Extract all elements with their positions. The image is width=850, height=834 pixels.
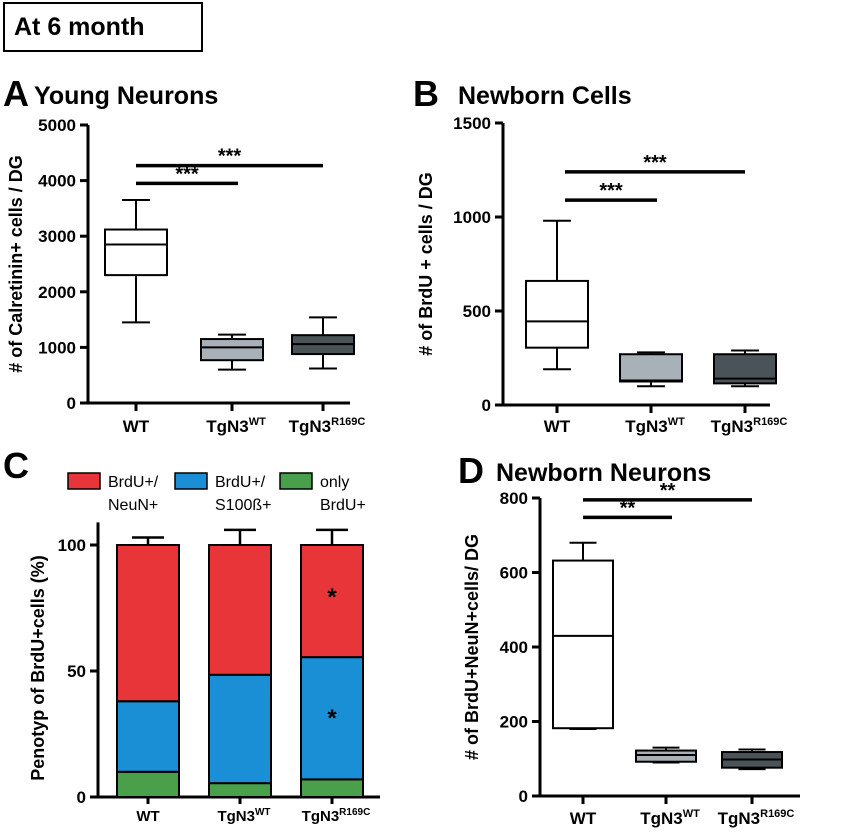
panel-a-letter: A <box>3 73 29 114</box>
box-iqr <box>552 559 614 730</box>
bar-segment-neun <box>116 544 180 703</box>
bar-segment-s100b <box>208 673 272 785</box>
y-tick-label: 3000 <box>38 227 76 246</box>
x-tick-label: TgN3WT <box>625 416 685 436</box>
y-tick-label: 4000 <box>38 172 76 191</box>
box-iqr <box>525 279 589 349</box>
box-iqr <box>619 353 683 383</box>
panel-a-title: Young Neurons <box>34 82 218 110</box>
bar-segment-s100b <box>300 656 364 781</box>
legend-swatch <box>279 472 313 490</box>
figure-title: At 6 month <box>3 2 203 52</box>
x-tick-label: TgN3WT <box>217 807 270 825</box>
y-tick-label: 100 <box>58 536 86 555</box>
y-tick-label: 1500 <box>453 114 491 133</box>
bar-segment-neun <box>208 544 272 676</box>
y-axis-label: # of BrdU + cells / DG <box>416 172 436 356</box>
significance-label: *** <box>599 180 623 202</box>
x-tick-label: WT <box>570 809 597 828</box>
bar-segment-only-brdu <box>116 770 180 798</box>
significance-label: *** <box>175 163 199 185</box>
significance-label: ** <box>660 480 676 502</box>
significance-label: *** <box>643 152 667 174</box>
legend-label-line1: only <box>320 474 349 491</box>
panel-d-letter: D <box>458 450 484 491</box>
panel-b-chart: 0 500 1000 1500 WT TgN3WT TgN3R169C # of BrdU +… <box>416 114 787 436</box>
legend-swatch <box>174 472 208 490</box>
y-tick-label: 600 <box>500 564 528 583</box>
y-tick-label: 200 <box>500 713 528 732</box>
x-tick-label: TgN3WT <box>206 416 266 436</box>
y-tick-label: 2000 <box>38 283 76 302</box>
x-tick-label: WT <box>544 417 571 436</box>
x-tick-label: TgN3R169C <box>289 416 366 436</box>
significance-label: *** <box>218 146 242 168</box>
y-tick-label: 0 <box>77 788 86 807</box>
x-tick-label: WT <box>123 417 150 436</box>
y-tick-label: 800 <box>500 489 528 508</box>
box-iqr <box>635 749 697 763</box>
significance-label: ** <box>620 497 636 519</box>
panel-b-title: Newborn Cells <box>458 82 632 110</box>
y-tick-label: 50 <box>67 662 86 681</box>
y-tick-label: 400 <box>500 638 528 657</box>
y-tick-label: 0 <box>67 394 76 413</box>
x-tick-label: TgN3R169C <box>711 416 788 436</box>
legend-label-line1: BrdU+/ <box>108 474 159 491</box>
y-tick-label: 500 <box>463 302 491 321</box>
panel-a-chart: 0 1000 2000 3000 4000 5000 WT TgN3WT TgN3R169C # … <box>6 116 365 436</box>
significance-star: * <box>327 584 337 611</box>
x-tick-label: TgN3R169C <box>302 807 371 825</box>
y-tick-label: 5000 <box>38 116 76 135</box>
bar-segment-only-brdu <box>300 778 364 798</box>
panel-b-letter: B <box>413 73 439 114</box>
panel-c-chart: 0 50 100 WT TgN3WT TgN3R169C Penotyp of BrdU+c… <box>28 472 380 825</box>
x-tick-label: TgN3WT <box>640 808 700 828</box>
bar-segment-neun <box>300 544 364 659</box>
y-tick-label: 0 <box>519 787 528 806</box>
panel-c-letter: C <box>3 445 29 486</box>
bar-segment-s100b <box>116 700 180 773</box>
y-axis-label: # of Calretinin+ cells / DG <box>6 155 26 373</box>
panel-d-chart: 0 200 400 600 800 WT TgN3WT TgN3R169C # of BrdU+… <box>462 480 800 828</box>
x-tick-label: WT <box>136 808 159 825</box>
y-tick-label: 1000 <box>38 338 76 357</box>
y-tick-label: 0 <box>482 396 491 415</box>
significance-star: * <box>327 705 337 732</box>
y-axis-label: Penotyp of BrdU+cells (%) <box>28 555 48 781</box>
box-iqr <box>200 338 264 362</box>
legend-label-line2: S100ß+ <box>215 497 271 514</box>
box-iqr <box>104 228 168 277</box>
legend-label-line1: BrdU+/ <box>215 474 266 491</box>
bar-segment-only-brdu <box>208 782 272 799</box>
y-axis-label: # of BrdU+NeuN+cells/ DG <box>462 534 482 760</box>
x-tick-label: TgN3R169C <box>718 808 795 828</box>
legend-swatch <box>67 472 101 490</box>
y-tick-label: 1000 <box>453 208 491 227</box>
legend-label-line2: NeuN+ <box>108 497 158 514</box>
panel-d-title: Newborn Neurons <box>496 459 711 487</box>
legend-label-line2: BrdU+ <box>320 497 366 514</box>
